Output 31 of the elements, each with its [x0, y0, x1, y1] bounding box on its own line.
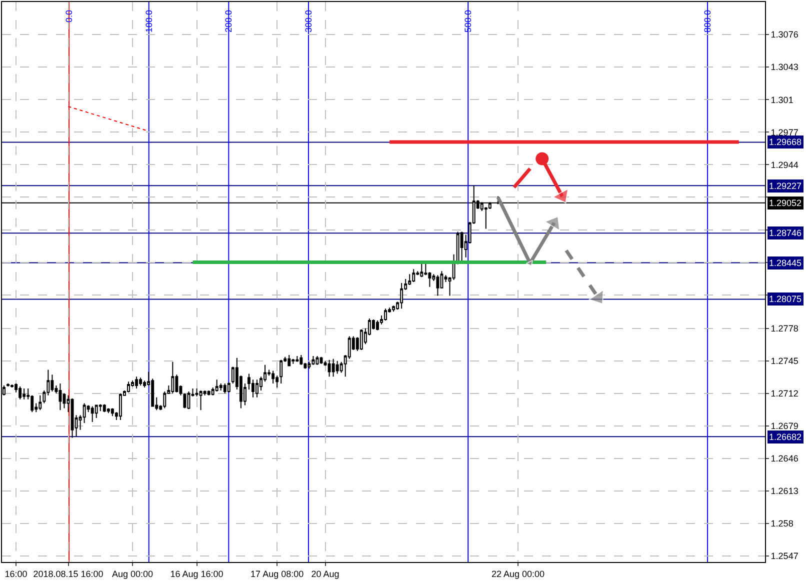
y-tick-label: 1.258: [770, 518, 794, 529]
y-tick-label: 1.3076: [770, 30, 798, 40]
x-tick-label: 16 Aug 16:00: [170, 568, 224, 579]
y-tick-label: 1.2745: [770, 356, 798, 366]
y-tick-label: 1.2679: [770, 421, 798, 432]
x-tick-label: 17 Aug 08:00: [250, 568, 304, 579]
x2-tick-label: 500.0: [463, 10, 474, 32]
ref-line-label: 1.28075: [769, 294, 802, 304]
ref-line-label: 1.28445: [769, 258, 802, 268]
x2-tick-label: 100.0: [144, 10, 154, 32]
y-tick-label: 1.2712: [770, 388, 798, 399]
x-tick-label: 22 Aug 00:00: [492, 568, 545, 579]
x-tick-label: Aug 00:00: [112, 568, 154, 579]
ref-line-label: 1.29668: [769, 137, 802, 147]
y-tick-label: 1.301: [770, 94, 794, 105]
x-tick-label: 16:00: [4, 568, 28, 579]
ref-line-label: 1.29227: [769, 181, 802, 191]
ref-line-label: 1.28746: [769, 228, 802, 238]
y-tick-label: 1.2778: [770, 323, 798, 334]
y-tick-label: 1.2646: [770, 454, 798, 464]
x2-tick-label: 0.0: [64, 10, 74, 22]
ref-line-label: 1.29052: [769, 198, 802, 208]
x-tick-label: 2018.08.15 16:00: [33, 568, 104, 579]
y-tick-label: 1.2613: [770, 486, 798, 496]
y-tick-label: 1.2547: [770, 551, 798, 562]
x2-tick-label: 800.0: [702, 10, 712, 32]
y-tick-label: 1.2944: [770, 160, 798, 170]
y-tick-label: 1.3043: [770, 62, 798, 72]
y-tick-label: 1.2977: [770, 127, 798, 138]
ref-line-label: 1.26682: [769, 432, 802, 442]
x-tick-label: 20 Aug: [311, 568, 340, 579]
